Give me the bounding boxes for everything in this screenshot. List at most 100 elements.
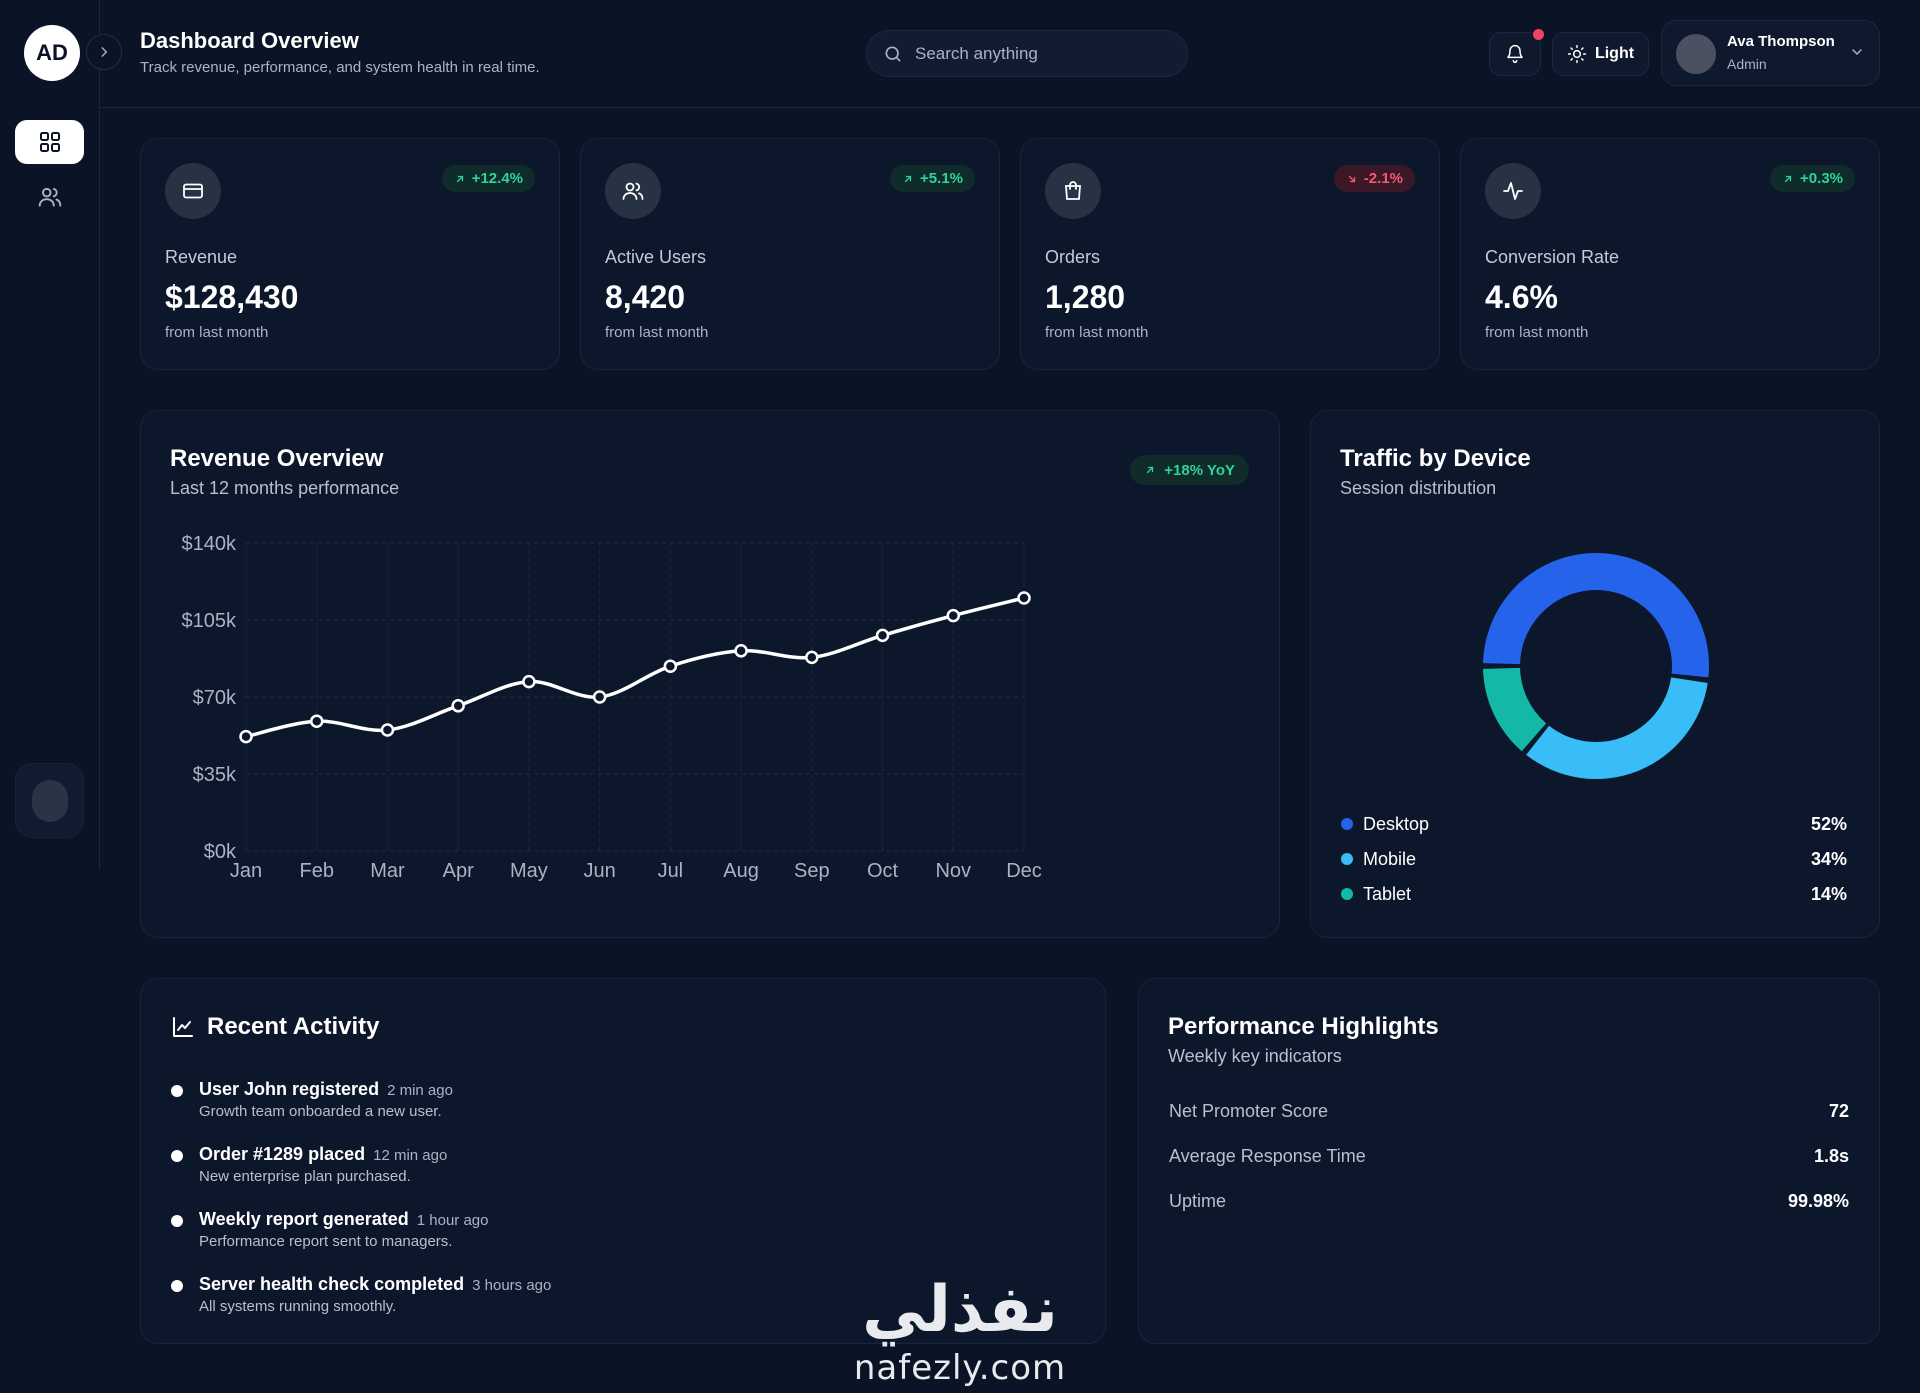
performance-row: Average Response Time 1.8s [1169, 1146, 1849, 1167]
yoy-badge: +18% YoY [1130, 455, 1249, 485]
legend-dot [1341, 888, 1353, 900]
activity-item-desc: All systems running smoothly. [199, 1298, 397, 1315]
change-value: -2.1% [1363, 170, 1403, 187]
x-tick-label: Feb [299, 860, 333, 882]
performance-row: Uptime 99.98% [1169, 1191, 1849, 1212]
x-tick-label: Mar [370, 860, 405, 882]
stat-card-active-users: +5.1% Active Users 8,420 from last month [580, 138, 1000, 370]
y-tick-label: $105k [182, 610, 237, 632]
page-subtitle: Track revenue, performance, and system h… [140, 59, 540, 76]
activity-icon-wrap [1485, 163, 1541, 219]
revenue-overview-card: Revenue Overview Last 12 months performa… [140, 410, 1280, 938]
legend-item-desktop: Desktop 52% [1341, 811, 1847, 837]
data-point[interactable] [380, 723, 395, 737]
arrow-up-right-icon [1147, 466, 1154, 474]
legend-label: Desktop [1363, 813, 1430, 834]
data-point[interactable] [734, 644, 748, 658]
y-tick-label: $70k [193, 687, 237, 709]
data-point[interactable] [1017, 591, 1031, 605]
metric-label: Net Promoter Score [1169, 1101, 1329, 1121]
donut-slice-desktop[interactable] [1483, 553, 1709, 678]
chevron-right-icon [101, 47, 108, 57]
chart-line-icon [173, 1017, 193, 1037]
y-tick-label: $140k [182, 533, 237, 555]
stat-card-conversion: +0.3% Conversion Rate 4.6% from last mon… [1460, 138, 1880, 370]
revenue-subtitle: Last 12 months performance [170, 478, 400, 498]
stat-label: Conversion Rate [1485, 247, 1620, 267]
data-point[interactable] [309, 714, 324, 728]
yoy-value: +18% YoY [1164, 461, 1235, 479]
activity-item-time: 12 min ago [373, 1147, 448, 1164]
users-icon [38, 187, 61, 207]
theme-toggle-button[interactable]: Light [1552, 32, 1649, 76]
data-point[interactable] [239, 729, 253, 744]
data-point[interactable] [451, 699, 465, 713]
change-value: +0.3% [1800, 170, 1843, 187]
sidebar-item-users[interactable] [15, 175, 84, 219]
theme-label: Light [1594, 45, 1635, 62]
metric-label: Average Response Time [1169, 1146, 1366, 1166]
performance-card: Performance Highlights Weekly key indica… [1138, 978, 1880, 1344]
notification-dot [1533, 29, 1544, 40]
app-logo: AD [24, 25, 80, 81]
activity-item-time: 2 min ago [387, 1082, 453, 1099]
data-point[interactable] [805, 650, 819, 665]
change-badge: +5.1% [890, 165, 975, 192]
activity-item-desc: Growth team onboarded a new user. [199, 1103, 442, 1120]
data-point[interactable] [663, 659, 678, 673]
watermark-arabic: نفذلي [862, 1273, 1058, 1347]
x-tick-label: Dec [1006, 860, 1042, 882]
user-name: Ava Thompson [1727, 33, 1835, 50]
footer-avatar-placeholder [31, 779, 68, 822]
stat-footnote: from last month [605, 324, 709, 341]
donut-slice-tablet[interactable] [1483, 667, 1547, 752]
metric-value: 72 [1828, 1101, 1849, 1121]
x-tick-label: Jan [230, 860, 262, 882]
performance-subtitle: Weekly key indicators [1168, 1046, 1342, 1066]
page-title: Dashboard Overview [140, 28, 359, 53]
activity-item-title: Order #1289 placed [199, 1144, 366, 1164]
sidebar-toggle-button[interactable] [86, 34, 122, 70]
activity-bullet [171, 1150, 183, 1162]
arrow-down-right-icon [1348, 175, 1355, 182]
traffic-subtitle: Session distribution [1340, 478, 1497, 498]
traffic-donut-chart [1483, 553, 1709, 779]
top-header: Dashboard Overview Track revenue, perfor… [100, 0, 1920, 108]
user-menu[interactable]: Ava Thompson Admin [1661, 20, 1880, 86]
notifications-button[interactable] [1489, 29, 1544, 76]
stat-footnote: from last month [1045, 324, 1149, 341]
x-tick-label: Nov [935, 860, 971, 882]
data-point[interactable] [592, 690, 607, 704]
stat-label: Active Users [605, 247, 707, 267]
activity-title: Recent Activity [171, 1013, 380, 1041]
legend-dot [1341, 853, 1353, 865]
legend-dot [1341, 818, 1353, 830]
sun-icon [1567, 44, 1587, 64]
credit-card-icon-wrap [165, 163, 221, 219]
donut-slice-mobile[interactable] [1526, 677, 1708, 779]
data-point[interactable] [946, 608, 961, 623]
activity-icon [1503, 182, 1523, 200]
watermark-latin: nafezly.com [853, 1348, 1067, 1388]
stat-footnote: from last month [165, 324, 269, 341]
user-role: Admin [1727, 56, 1767, 72]
revenue-series-line [244, 596, 1026, 739]
sidebar-item-dashboard[interactable] [15, 120, 84, 164]
data-point[interactable] [875, 628, 890, 643]
search-input[interactable] [915, 43, 1165, 64]
arrow-up-right-icon [904, 175, 912, 182]
data-point[interactable] [522, 674, 536, 689]
x-tick-label: May [510, 860, 548, 882]
shopping-bag-icon-wrap [1045, 163, 1101, 219]
change-badge: +12.4% [441, 165, 535, 192]
watermark: نفذلي nafezly.com [846, 1278, 1074, 1388]
credit-card-icon [183, 183, 203, 199]
stat-value: 8,420 [605, 279, 686, 315]
stat-value: $128,430 [165, 279, 299, 315]
sidebar: AD [0, 0, 100, 870]
activity-item-time: 1 hour ago [416, 1212, 489, 1229]
grid-icon [39, 132, 60, 152]
sidebar-footer-slot[interactable] [15, 763, 84, 838]
activity-bullet [171, 1215, 183, 1227]
search-icon [885, 46, 901, 62]
